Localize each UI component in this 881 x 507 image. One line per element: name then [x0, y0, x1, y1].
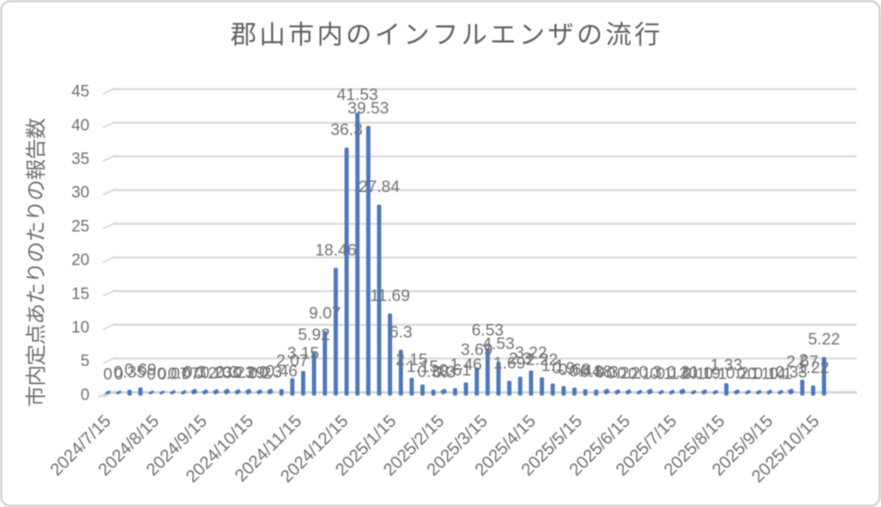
svg-text:0.07: 0.07 — [157, 365, 189, 383]
svg-text:41.53: 41.53 — [337, 86, 378, 104]
svg-text:3.22: 3.22 — [515, 344, 547, 362]
svg-text:0: 0 — [158, 366, 167, 384]
svg-text:6.53: 6.53 — [472, 322, 504, 340]
svg-text:0.69: 0.69 — [124, 361, 156, 379]
svg-text:10: 10 — [71, 318, 89, 336]
svg-text:0.2: 0.2 — [726, 364, 749, 382]
svg-text:5: 5 — [80, 352, 89, 370]
svg-text:2.15: 2.15 — [396, 351, 428, 369]
svg-text:27.84: 27.84 — [359, 178, 400, 196]
svg-text:20: 20 — [71, 251, 89, 269]
svg-text:40: 40 — [71, 116, 89, 134]
svg-text:0.3: 0.3 — [216, 364, 239, 382]
svg-text:0.44: 0.44 — [569, 363, 601, 381]
svg-text:1.1: 1.1 — [541, 357, 564, 375]
svg-text:0.3: 0.3 — [259, 364, 282, 382]
svg-text:4.53: 4.53 — [482, 335, 514, 353]
svg-text:5.92: 5.92 — [298, 326, 330, 344]
svg-text:1.46: 1.46 — [450, 356, 482, 374]
svg-text:0.2: 0.2 — [194, 364, 217, 382]
svg-text:25: 25 — [71, 217, 89, 235]
svg-text:3.69: 3.69 — [461, 341, 493, 359]
svg-text:2: 2 — [799, 352, 808, 370]
svg-text:0: 0 — [114, 366, 123, 384]
svg-text:1.22: 1.22 — [797, 359, 829, 377]
svg-text:0.1: 0.1 — [737, 365, 760, 383]
svg-text:39.53: 39.53 — [348, 99, 389, 117]
svg-text:3.15: 3.15 — [287, 344, 319, 362]
svg-text:0.2: 0.2 — [606, 364, 629, 382]
svg-text:0.23: 0.23 — [200, 364, 232, 382]
svg-text:11.69: 11.69 — [370, 287, 410, 305]
svg-text:0.13: 0.13 — [656, 365, 688, 383]
svg-text:0.2: 0.2 — [248, 364, 271, 382]
svg-text:0.3: 0.3 — [596, 364, 619, 382]
svg-text:2.3: 2.3 — [509, 350, 532, 368]
svg-text:0: 0 — [147, 366, 156, 384]
svg-text:0: 0 — [80, 386, 89, 404]
svg-text:0.07: 0.07 — [168, 365, 200, 383]
svg-text:0.29: 0.29 — [233, 364, 265, 382]
svg-text:0.35: 0.35 — [114, 363, 146, 381]
svg-text:15: 15 — [71, 285, 89, 303]
svg-text:0.1: 0.1 — [769, 365, 792, 383]
svg-text:35: 35 — [71, 150, 89, 168]
svg-text:2.67: 2.67 — [786, 353, 818, 371]
svg-text:0.2: 0.2 — [617, 364, 640, 382]
svg-text:0.3: 0.3 — [183, 364, 206, 382]
svg-text:45: 45 — [71, 83, 89, 101]
svg-text:0.38: 0.38 — [417, 363, 449, 381]
svg-text:0.61: 0.61 — [439, 362, 471, 380]
svg-text:0.38: 0.38 — [580, 363, 612, 381]
svg-text:0.3: 0.3 — [433, 364, 456, 382]
svg-text:0.1: 0.1 — [628, 365, 651, 383]
svg-text:6.3: 6.3 — [389, 323, 412, 341]
svg-text:1.33: 1.33 — [710, 357, 742, 375]
svg-text:18.46: 18.46 — [315, 241, 356, 259]
svg-text:2.22: 2.22 — [526, 351, 558, 369]
svg-text:0.46: 0.46 — [265, 363, 297, 381]
svg-text:0.1: 0.1 — [682, 365, 705, 383]
svg-text:0.33: 0.33 — [775, 363, 807, 381]
svg-text:0.3: 0.3 — [639, 364, 662, 382]
svg-text:1.15: 1.15 — [406, 358, 438, 376]
svg-text:5.22: 5.22 — [808, 331, 840, 349]
svg-text:36.3: 36.3 — [331, 121, 363, 139]
svg-text:1.69: 1.69 — [493, 354, 525, 372]
svg-text:30: 30 — [71, 184, 89, 202]
svg-text:0.14: 0.14 — [754, 365, 786, 383]
svg-text:9.07: 9.07 — [309, 305, 341, 323]
svg-text:0.1: 0.1 — [650, 365, 673, 383]
svg-text:0.68: 0.68 — [558, 361, 590, 379]
svg-text:0.1: 0.1 — [704, 365, 727, 383]
svg-text:0.1: 0.1 — [747, 365, 770, 383]
svg-text:0.19: 0.19 — [689, 364, 721, 382]
svg-text:0.31: 0.31 — [667, 364, 699, 382]
svg-text:0.23: 0.23 — [222, 364, 254, 382]
svg-text:0.9: 0.9 — [552, 360, 575, 378]
svg-text:2.07: 2.07 — [276, 352, 308, 370]
svg-text:0: 0 — [103, 366, 112, 384]
